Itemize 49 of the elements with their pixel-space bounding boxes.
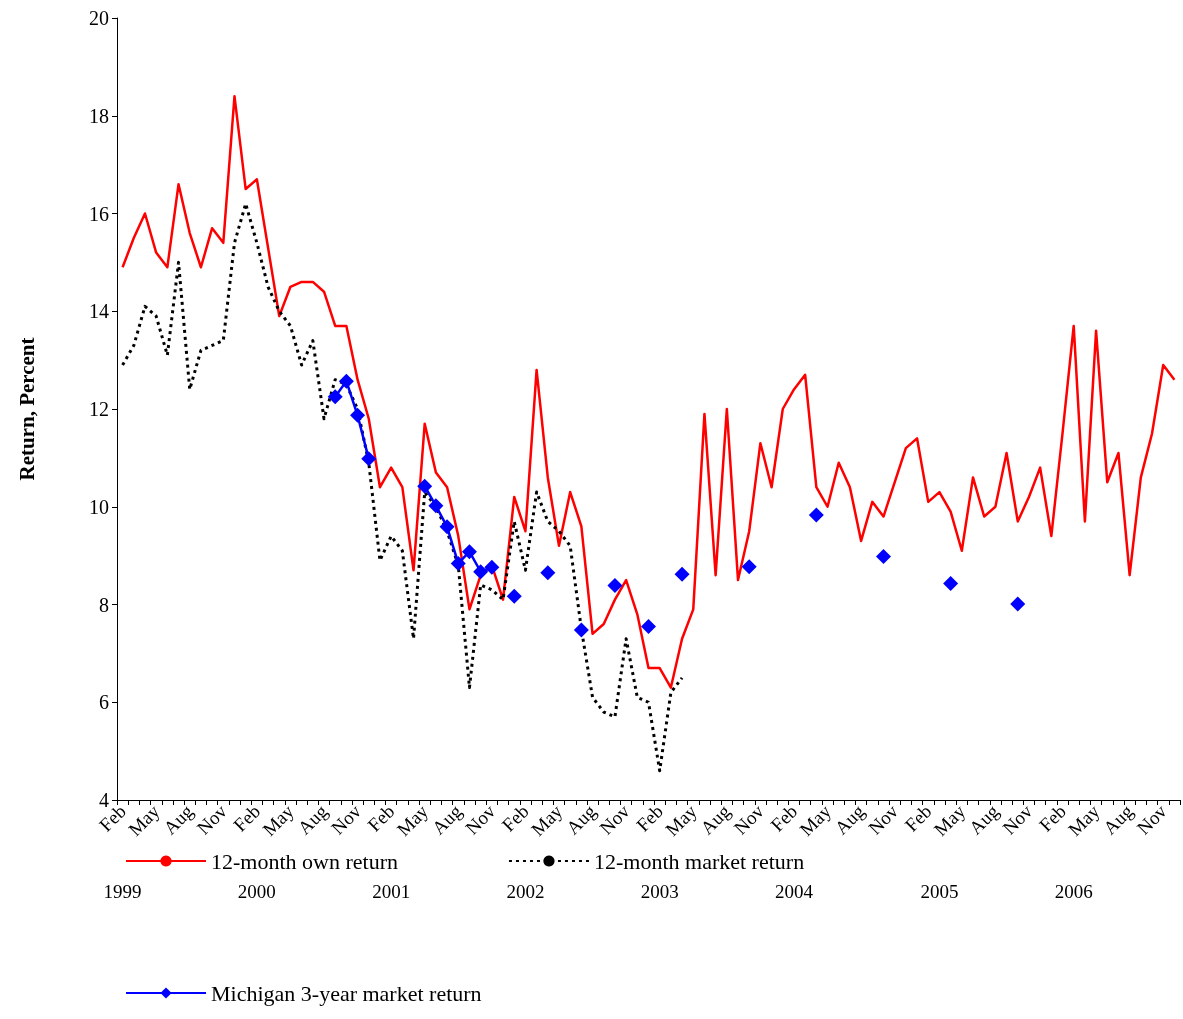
text: 2005 bbox=[920, 881, 959, 902]
point bbox=[473, 564, 489, 580]
point bbox=[417, 478, 433, 494]
text: 2001 bbox=[372, 881, 411, 902]
point bbox=[573, 622, 589, 638]
y-tick-label: 8 bbox=[99, 593, 109, 616]
point bbox=[607, 577, 623, 593]
y-tick-label: 4 bbox=[99, 789, 109, 811]
y-tick-label: 14 bbox=[89, 300, 109, 323]
text: 1999 bbox=[103, 881, 142, 902]
line-series bbox=[121, 202, 684, 773]
point bbox=[506, 588, 522, 604]
y-tick-label: 18 bbox=[89, 104, 109, 127]
point bbox=[808, 507, 824, 523]
point bbox=[428, 498, 444, 514]
point bbox=[361, 451, 377, 467]
y-tick-label: 20 bbox=[89, 7, 109, 29]
x-tick-label: May bbox=[124, 800, 164, 841]
text: 2002 bbox=[506, 881, 545, 902]
text: 2006 bbox=[1054, 881, 1093, 902]
text: 2003 bbox=[640, 881, 679, 902]
x-tick-label: Aug bbox=[830, 800, 869, 839]
x-tick-label: May bbox=[1064, 800, 1104, 841]
y-tick-label: 12 bbox=[89, 398, 109, 420]
x-tick-label: May bbox=[661, 800, 702, 841]
y-tick-label: 16 bbox=[89, 202, 109, 225]
point bbox=[875, 549, 891, 565]
text: 2000 bbox=[237, 881, 276, 902]
point bbox=[741, 559, 757, 575]
point bbox=[1010, 596, 1026, 612]
point bbox=[338, 373, 354, 389]
point bbox=[461, 544, 477, 560]
text: 2004 bbox=[774, 881, 814, 902]
point bbox=[327, 389, 343, 405]
point bbox=[943, 575, 959, 591]
point bbox=[350, 407, 366, 423]
legend-label: 12-month market return bbox=[593, 848, 805, 874]
point bbox=[484, 559, 500, 575]
y-tick-label: 10 bbox=[89, 495, 109, 518]
legend-label: Michigan 3-year market return bbox=[211, 980, 482, 1006]
y-axis-title: Return, Percent bbox=[14, 337, 39, 481]
point bbox=[439, 519, 455, 535]
point bbox=[450, 555, 466, 571]
legend-label: 12-month own return bbox=[211, 848, 398, 874]
point bbox=[540, 565, 556, 581]
point bbox=[674, 566, 690, 582]
y-tick-label: 6 bbox=[99, 691, 109, 714]
point bbox=[641, 618, 656, 634]
line-series bbox=[121, 94, 1176, 689]
